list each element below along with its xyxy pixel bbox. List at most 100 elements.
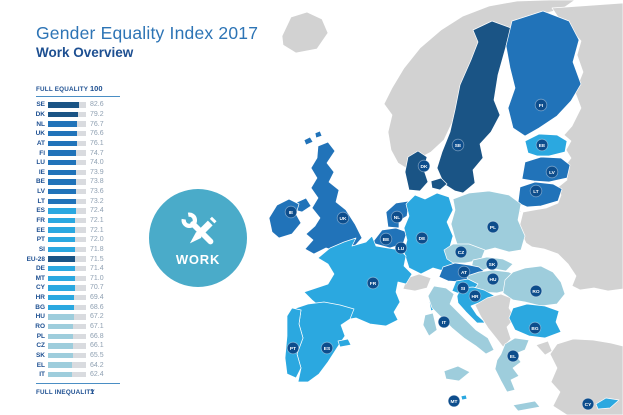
bar-track bbox=[48, 362, 86, 368]
bar-country-label: HR bbox=[35, 294, 45, 302]
bar-track bbox=[48, 111, 86, 118]
bar-track bbox=[48, 121, 86, 127]
country-badge bbox=[534, 98, 548, 112]
bar-value: 70.7 bbox=[90, 284, 104, 292]
bar-country-label: EL bbox=[36, 361, 45, 369]
country-badge-label: FI bbox=[539, 103, 544, 109]
bar-track bbox=[48, 285, 86, 291]
bar-row: LU 74.0 bbox=[24, 158, 154, 168]
country-badge bbox=[417, 159, 431, 173]
bar-track bbox=[48, 188, 86, 195]
bar-country-label: IT bbox=[39, 371, 45, 379]
bar-track bbox=[48, 217, 86, 224]
bar-fill bbox=[48, 237, 76, 243]
bar-value: 66.1 bbox=[90, 342, 104, 350]
bar-row: FR 72.1 bbox=[24, 216, 154, 226]
country-badge-label: LV bbox=[549, 170, 556, 176]
bar-fill bbox=[48, 111, 79, 118]
country-badge-label: DE bbox=[419, 236, 426, 242]
country-badge bbox=[286, 341, 300, 355]
bar-country-label: DK bbox=[35, 110, 45, 118]
bar-row: HU 67.2 bbox=[24, 312, 154, 322]
bar-row: NL 76.7 bbox=[24, 119, 154, 129]
bar-value: 79.2 bbox=[90, 110, 104, 118]
country-badge-label: HU bbox=[490, 277, 497, 283]
bar-country-label: FR bbox=[36, 217, 45, 224]
bar-fill bbox=[48, 159, 77, 166]
country-badge bbox=[336, 211, 350, 225]
country-badge bbox=[447, 394, 461, 408]
bar-row: SI 71.8 bbox=[24, 245, 154, 255]
map-country-malta bbox=[460, 394, 468, 401]
map-country-turkey-europe bbox=[535, 340, 553, 356]
bar-row: SE 82.6 bbox=[24, 100, 154, 110]
bar-country-label: EU-28 bbox=[26, 255, 45, 263]
bar-value: 71.5 bbox=[90, 255, 104, 263]
bar-country-label: PT bbox=[36, 236, 45, 244]
country-badge-label: EL bbox=[510, 354, 516, 360]
bar-track bbox=[48, 150, 86, 156]
bar-fill bbox=[48, 140, 77, 147]
bar-fill bbox=[48, 275, 75, 282]
bar-country-label: LU bbox=[36, 159, 45, 167]
map-country-cyprus bbox=[595, 397, 620, 410]
scale-bottom-rule bbox=[36, 382, 120, 384]
map-country-norway bbox=[383, 0, 576, 169]
map-country-latvia bbox=[521, 156, 571, 183]
bar-fill bbox=[48, 285, 75, 291]
country-badge-label: SK bbox=[489, 262, 496, 268]
bar-country-label: LT bbox=[37, 197, 45, 205]
bar-row: UK 76.6 bbox=[24, 129, 154, 139]
bar-row: IT 62.4 bbox=[24, 370, 154, 380]
bar-value: 76.7 bbox=[90, 120, 104, 128]
bar-row: HR 69.4 bbox=[24, 293, 154, 303]
bar-row: ES 72.4 bbox=[24, 206, 154, 216]
bar-track bbox=[48, 169, 86, 175]
map-country-turkey bbox=[549, 338, 623, 415]
bar-row: EE 72.1 bbox=[24, 225, 154, 235]
bar-country-label: ES bbox=[36, 207, 45, 215]
bar-row: RO 67.1 bbox=[24, 322, 154, 332]
bar-country-label: CZ bbox=[36, 342, 45, 350]
bar-track bbox=[48, 352, 86, 359]
bar-value: 62.4 bbox=[90, 371, 104, 379]
bar-row: LT 73.2 bbox=[24, 196, 154, 206]
bar-track bbox=[48, 323, 86, 330]
bar-value: 71.8 bbox=[90, 245, 104, 253]
country-badge bbox=[454, 245, 468, 259]
map-country-ireland bbox=[268, 198, 302, 239]
country-badge bbox=[456, 281, 470, 295]
country-badges-layer: SE FI EE LV LT DK IE UK NL BE LU DE FR PL CZ SK AT HU SI HR… bbox=[284, 98, 595, 411]
bar-chart: SE 82.6 DK 79.2 NL 76.7 UK 76.6 AT 76.1 FI 74.7 LU 74… bbox=[24, 100, 154, 380]
bar-fill bbox=[48, 314, 74, 320]
bar-country-label: LV bbox=[37, 188, 45, 196]
bar-row: AT 76.1 bbox=[24, 139, 154, 149]
bar-country-label: IE bbox=[38, 168, 45, 176]
country-badge bbox=[529, 284, 543, 298]
work-label: WORK bbox=[175, 252, 221, 267]
country-badge bbox=[486, 272, 500, 286]
bar-track bbox=[48, 198, 86, 204]
map-country-united-kingdom bbox=[304, 141, 363, 255]
bar-value: 67.2 bbox=[90, 313, 104, 321]
map-country-sicily bbox=[443, 365, 471, 382]
bar-value: 72.0 bbox=[90, 236, 104, 244]
bar-row: MT 71.0 bbox=[24, 274, 154, 284]
bar-fill bbox=[48, 362, 73, 368]
country-badge-label: MT bbox=[451, 399, 458, 405]
bar-fill bbox=[48, 208, 76, 214]
map-country-finland bbox=[505, 10, 582, 137]
full-equality-value: 100 bbox=[90, 84, 103, 93]
country-badge-label: IT bbox=[442, 320, 446, 326]
country-badge-label: PT bbox=[290, 346, 296, 352]
country-badge bbox=[284, 205, 298, 219]
bar-track bbox=[48, 266, 86, 272]
country-badge-label: LT bbox=[533, 189, 539, 195]
country-badge bbox=[486, 220, 500, 234]
country-badge-label: UK bbox=[340, 216, 347, 222]
bar-track bbox=[48, 333, 86, 339]
bar-country-label: DE bbox=[35, 265, 45, 273]
country-badge-label: AT bbox=[461, 270, 467, 276]
bar-country-label: UK bbox=[35, 130, 45, 138]
